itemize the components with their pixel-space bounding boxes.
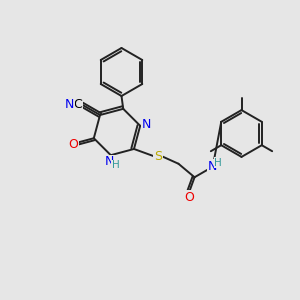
Text: N: N: [64, 98, 74, 111]
Text: N: N: [105, 155, 114, 168]
Text: O: O: [68, 138, 78, 151]
Text: N: N: [208, 160, 218, 173]
Text: S: S: [154, 150, 162, 163]
Text: H: H: [112, 160, 120, 170]
Text: O: O: [184, 191, 194, 204]
Text: N: N: [142, 118, 152, 131]
Text: H: H: [214, 158, 222, 167]
Text: C: C: [74, 98, 82, 111]
